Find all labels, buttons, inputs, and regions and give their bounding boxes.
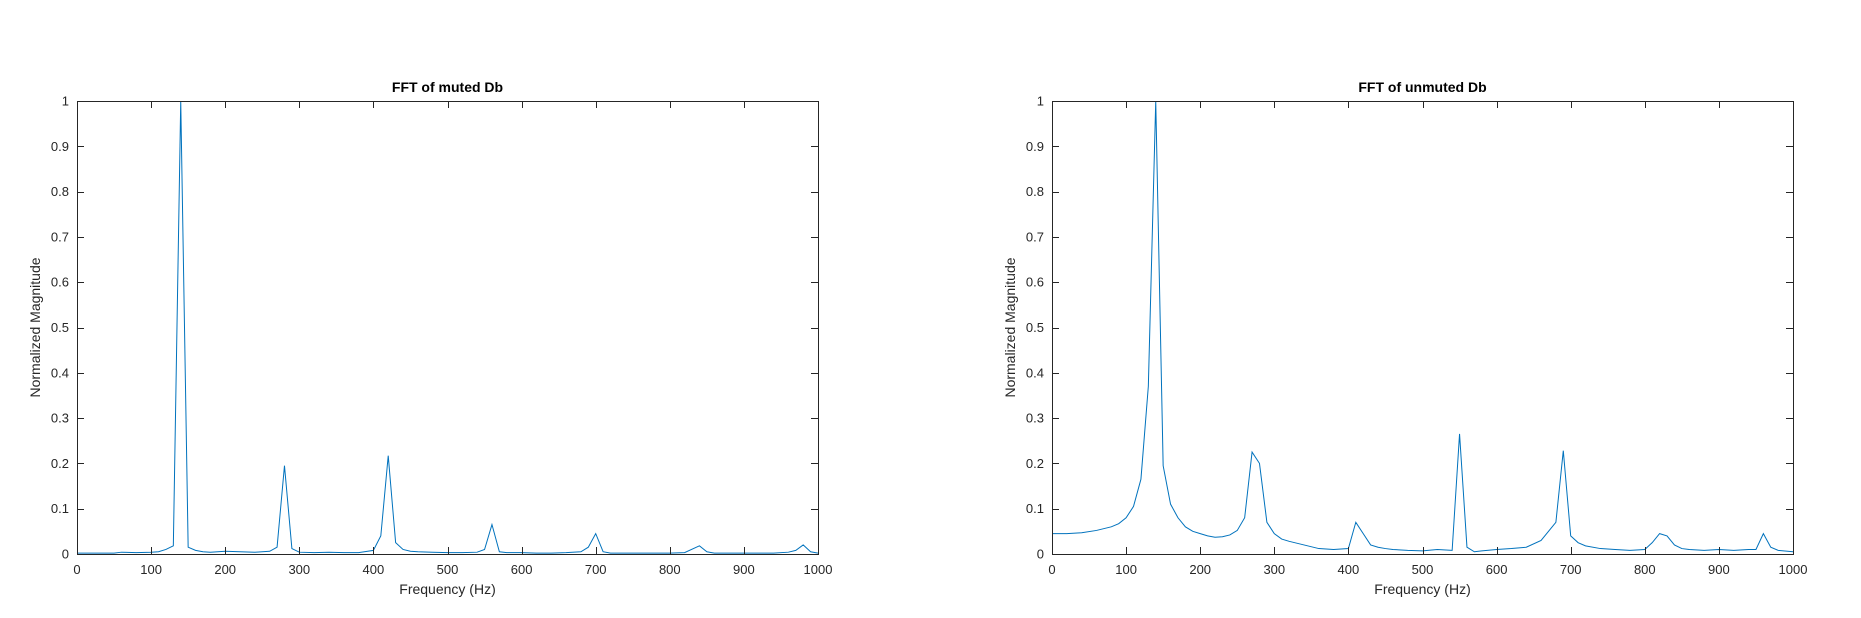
y-tick-label: 0 [1037,547,1044,562]
y-tick-label: 1 [1037,94,1044,109]
y-tick-label: 0.3 [51,411,69,426]
y-tick-label: 0.9 [51,139,69,154]
x-tick-label: 900 [1708,562,1730,577]
y-tick-label: 0.6 [1026,275,1044,290]
tick-marks [77,101,819,555]
x-tick-label: 200 [1189,562,1211,577]
x-axis-label: Frequency (Hz) [1374,581,1470,597]
chart-title: FFT of muted Db [392,79,503,95]
x-tick-label: 100 [140,562,162,577]
x-axis-label: Frequency (Hz) [399,581,495,597]
x-tick-label: 600 [511,562,533,577]
x-tick-label: 700 [1560,562,1582,577]
x-tick-label: 400 [1338,562,1360,577]
y-tick-label: 0.4 [51,365,69,380]
x-tick-label: 1000 [804,562,833,577]
x-tick-label: 800 [1634,562,1656,577]
x-tick-labels: 0 100 200 300 400 500 600 700 800 900 1000 [1048,562,1807,577]
y-tick-label: 0.7 [51,229,69,244]
plot-muted: 0 100 200 300 400 500 600 700 800 900 1000 0 0.1 0.2… [27,79,832,597]
y-tick-labels: 0 0.1 0.2 0.3 0.4 0.5 0.6 0.7 0.8 0.9 1 [51,94,69,562]
x-tick-label: 400 [363,562,385,577]
series-line [77,100,819,554]
x-tick-label: 800 [659,562,681,577]
x-tick-label: 300 [288,562,310,577]
y-tick-label: 0 [62,547,69,562]
y-tick-label: 0.5 [51,320,69,335]
y-tick-label: 0.8 [1026,184,1044,199]
x-tick-labels: 0 100 200 300 400 500 600 700 800 900 1000 [73,562,832,577]
y-tick-label: 0.1 [1026,501,1044,516]
x-tick-label: 500 [1412,562,1434,577]
y-tick-label: 0.6 [51,275,69,290]
x-tick-label: 600 [1486,562,1508,577]
x-tick-label: 300 [1263,562,1285,577]
x-tick-label: 0 [1048,562,1055,577]
y-tick-label: 0.9 [1026,139,1044,154]
x-tick-label: 1000 [1779,562,1808,577]
y-tick-label: 1 [62,94,69,109]
y-tick-label: 0.5 [1026,320,1044,335]
y-tick-labels: 0 0.1 0.2 0.3 0.4 0.5 0.6 0.7 0.8 0.9 1 [1026,94,1044,562]
x-tick-label: 900 [733,562,755,577]
y-tick-label: 0.8 [51,184,69,199]
y-axis-label: Normalized Magnitude [27,257,43,397]
y-tick-label: 0.1 [51,501,69,516]
y-tick-label: 0.2 [51,456,69,471]
plot-unmuted: 0 100 200 300 400 500 600 700 800 900 1000 0 0.1 0.2… [1002,79,1807,597]
y-tick-label: 0.3 [1026,411,1044,426]
tick-marks [1052,101,1794,555]
y-tick-label: 0.7 [1026,229,1044,244]
chart-title: FFT of unmuted Db [1358,79,1486,95]
plot-area [77,101,818,554]
y-tick-label: 0.4 [1026,365,1044,380]
x-tick-label: 0 [73,562,80,577]
x-tick-label: 200 [214,562,236,577]
x-tick-label: 500 [437,562,459,577]
y-tick-label: 0.2 [1026,456,1044,471]
y-axis-label: Normalized Magnitude [1002,257,1018,397]
plot-area [1052,101,1793,554]
x-tick-label: 700 [585,562,607,577]
x-tick-label: 100 [1115,562,1137,577]
series-line [1052,100,1794,553]
